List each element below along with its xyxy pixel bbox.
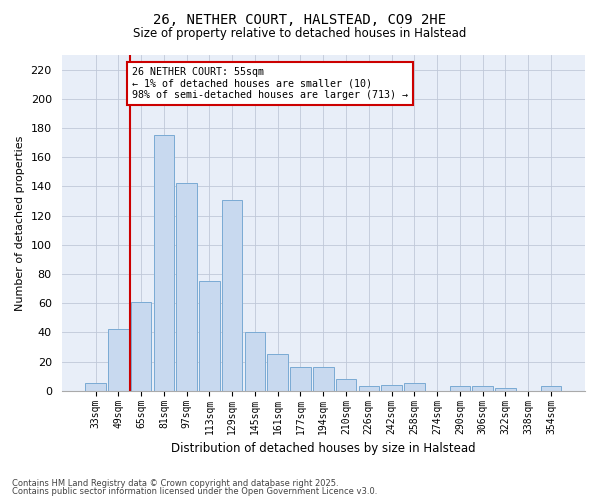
Bar bbox=[404, 384, 425, 391]
X-axis label: Distribution of detached houses by size in Halstead: Distribution of detached houses by size … bbox=[171, 442, 476, 455]
Bar bbox=[359, 386, 379, 391]
Y-axis label: Number of detached properties: Number of detached properties bbox=[15, 135, 25, 310]
Bar bbox=[85, 384, 106, 391]
Bar bbox=[154, 136, 174, 391]
Text: 26, NETHER COURT, HALSTEAD, CO9 2HE: 26, NETHER COURT, HALSTEAD, CO9 2HE bbox=[154, 12, 446, 26]
Bar bbox=[268, 354, 288, 391]
Bar bbox=[336, 379, 356, 391]
Bar bbox=[108, 330, 128, 391]
Bar bbox=[245, 332, 265, 391]
Bar bbox=[176, 184, 197, 391]
Bar bbox=[222, 200, 242, 391]
Bar bbox=[541, 386, 561, 391]
Text: Size of property relative to detached houses in Halstead: Size of property relative to detached ho… bbox=[133, 28, 467, 40]
Bar bbox=[290, 368, 311, 391]
Bar bbox=[472, 386, 493, 391]
Text: Contains public sector information licensed under the Open Government Licence v3: Contains public sector information licen… bbox=[12, 487, 377, 496]
Text: 26 NETHER COURT: 55sqm
← 1% of detached houses are smaller (10)
98% of semi-deta: 26 NETHER COURT: 55sqm ← 1% of detached … bbox=[132, 66, 408, 100]
Bar bbox=[131, 302, 151, 391]
Text: Contains HM Land Registry data © Crown copyright and database right 2025.: Contains HM Land Registry data © Crown c… bbox=[12, 478, 338, 488]
Bar bbox=[313, 368, 334, 391]
Bar bbox=[382, 385, 402, 391]
Bar bbox=[495, 388, 515, 391]
Bar bbox=[449, 386, 470, 391]
Bar bbox=[199, 282, 220, 391]
